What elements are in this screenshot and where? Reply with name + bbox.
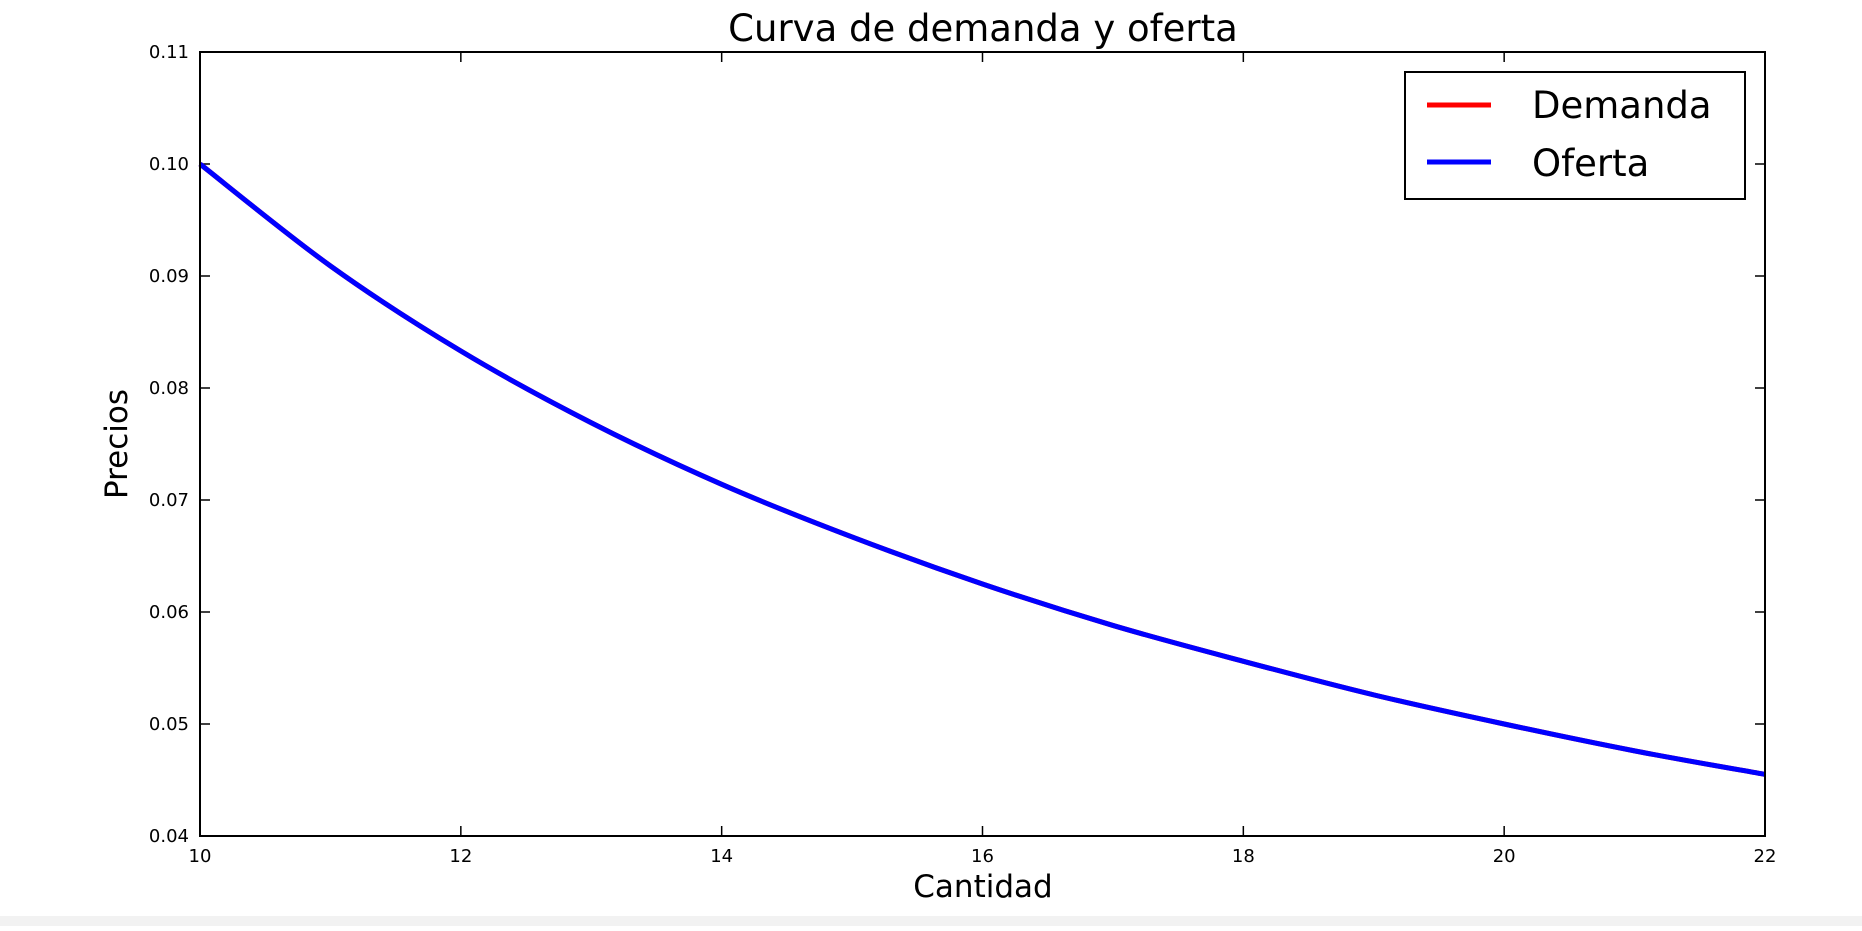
x-tick-label: 12 xyxy=(449,846,472,867)
y-tick-label: 0.06 xyxy=(149,602,189,623)
plot-frame xyxy=(199,51,1766,837)
y-tick-label: 0.05 xyxy=(149,714,189,735)
figure-bottom-edge xyxy=(0,916,1862,926)
y-tick-label: 0.04 xyxy=(149,826,189,847)
y-axis: 0.04 0.05 0.06 0.07 0.08 0.09 0.10 0.11 xyxy=(149,42,1765,847)
y-tick-label: 0.09 xyxy=(149,266,189,287)
x-tick-label: 22 xyxy=(1754,846,1777,867)
x-axis: 10 12 14 16 18 20 22 xyxy=(189,52,1777,867)
y-tick-label: 0.10 xyxy=(149,154,189,175)
y-axis-title: Precios xyxy=(99,389,135,499)
x-axis-title: Cantidad xyxy=(913,869,1052,905)
legend-label-demanda: Demanda xyxy=(1532,84,1712,127)
x-tick-label: 14 xyxy=(710,846,733,867)
y-tick-label: 0.08 xyxy=(149,378,189,399)
chart-title: Curva de demanda y oferta xyxy=(728,7,1238,50)
legend-box xyxy=(1404,71,1746,200)
y-tick-label: 0.07 xyxy=(149,490,189,511)
y-tick-label: 0.11 xyxy=(149,42,189,63)
x-tick-label: 16 xyxy=(971,846,994,867)
x-tick-label: 10 xyxy=(189,846,212,867)
series-layer xyxy=(198,162,1766,777)
legend: Demanda Oferta xyxy=(1404,71,1746,200)
series-line-oferta xyxy=(198,162,1766,777)
x-tick-label: 18 xyxy=(1232,846,1255,867)
x-tick-label: 20 xyxy=(1493,846,1516,867)
legend-label-oferta: Oferta xyxy=(1532,142,1649,185)
